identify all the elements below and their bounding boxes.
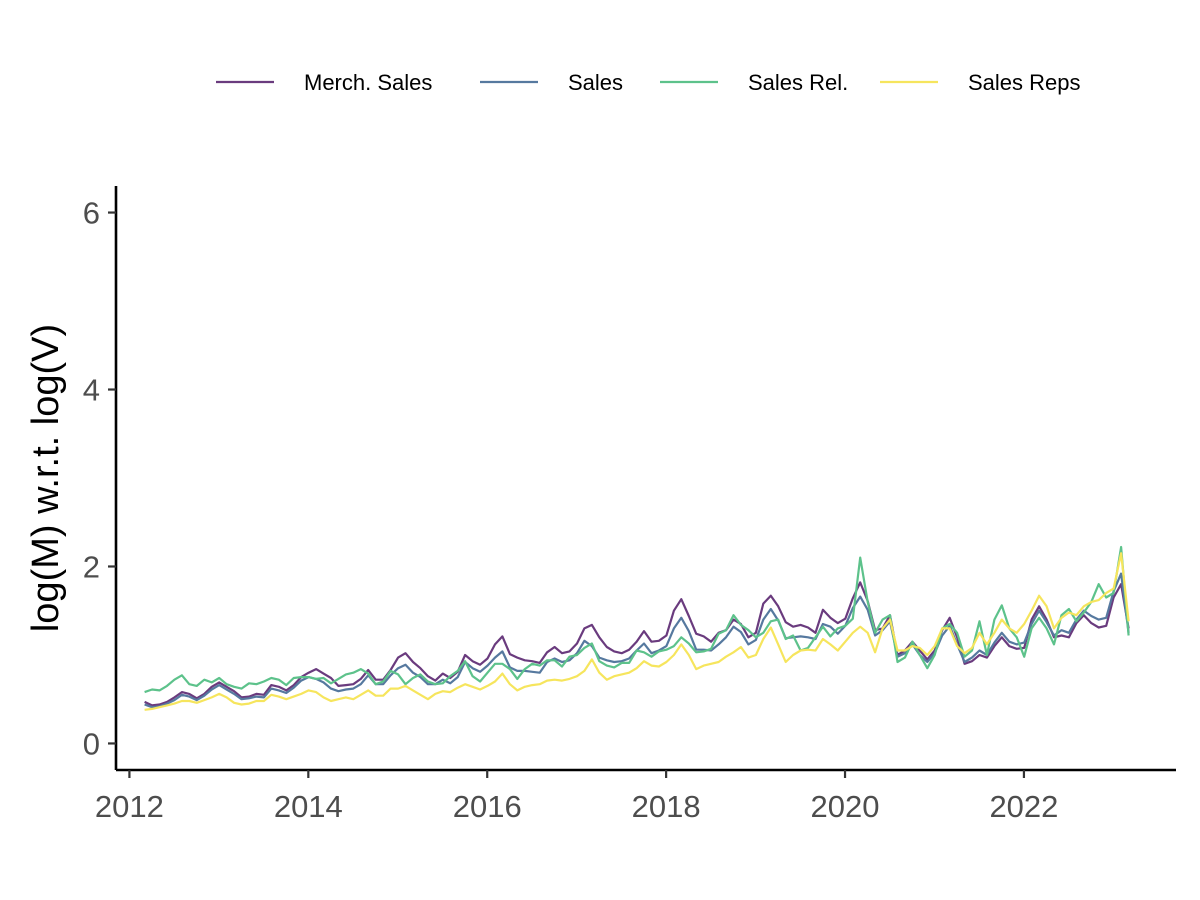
legend-label: Sales Reps (968, 70, 1081, 95)
legend-label: Sales Rel. (748, 70, 848, 95)
x-tick-label: 2022 (989, 789, 1058, 824)
y-tick-label: 2 (83, 549, 100, 584)
legend-item: Sales Reps (880, 70, 1081, 95)
x-tick-label: 2020 (811, 789, 880, 824)
legend-item: Sales Rel. (660, 70, 848, 95)
x-tick-label: 2018 (632, 789, 701, 824)
legend: Merch. Sales Sales Sales Rel. Sales Reps (216, 70, 1081, 95)
y-tick-label: 6 (83, 196, 100, 231)
x-tick-label: 2014 (274, 789, 343, 824)
legend-label: Merch. Sales (304, 70, 432, 95)
series-line-merch-sales (144, 581, 1130, 707)
y-tick-label: 4 (83, 373, 100, 408)
y-axis: 0 2 4 6 (83, 186, 118, 770)
x-axis: 2012 2014 2016 2018 2020 2022 (95, 768, 1176, 824)
legend-item: Merch. Sales (216, 70, 432, 95)
series-line-sales-reps (144, 552, 1130, 711)
x-tick-label: 2016 (453, 789, 522, 824)
legend-label: Sales (568, 70, 623, 95)
series-layer (144, 545, 1130, 711)
x-tick-label: 2012 (95, 789, 164, 824)
y-axis-title: log(M) w.r.t. log(V) (25, 324, 67, 632)
y-tick-label: 0 (83, 726, 100, 761)
series-line-sales-rel (144, 545, 1130, 694)
legend-item: Sales (480, 70, 623, 95)
